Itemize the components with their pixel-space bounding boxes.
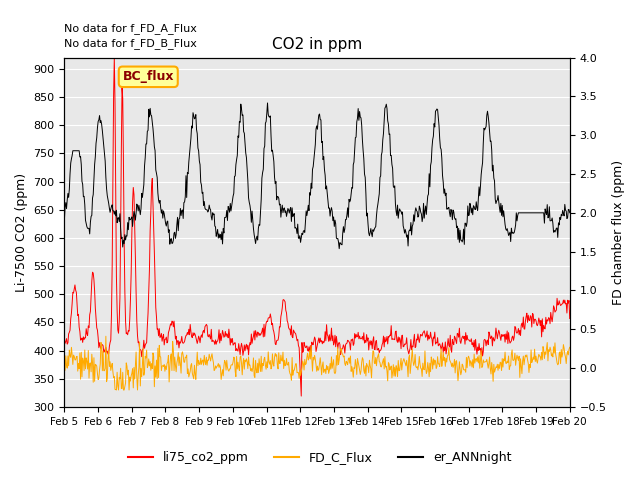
li75_co2_ppm bbox=[122, 331, 130, 336]
er_ANNnight bbox=[200, 203, 207, 208]
Text: No data for f_FD_A_Flux: No data for f_FD_A_Flux bbox=[65, 23, 197, 34]
er_ANNnight bbox=[122, 237, 129, 243]
FD_C_Flux bbox=[113, 387, 120, 393]
Text: BC_flux: BC_flux bbox=[122, 70, 174, 84]
er_ANNnight bbox=[173, 222, 180, 228]
Text: No data for f_FD_B_Flux: No data for f_FD_B_Flux bbox=[65, 38, 197, 49]
li75_co2_ppm bbox=[200, 330, 208, 336]
FD_C_Flux bbox=[394, 358, 402, 363]
er_ANNnight bbox=[61, 217, 68, 223]
Line: li75_co2_ppm: li75_co2_ppm bbox=[65, 58, 570, 396]
er_ANNnight bbox=[566, 210, 573, 216]
Title: CO2 in ppm: CO2 in ppm bbox=[272, 37, 362, 52]
Line: FD_C_Flux: FD_C_Flux bbox=[65, 336, 570, 390]
li75_co2_ppm bbox=[298, 393, 305, 399]
er_ANNnight bbox=[70, 148, 77, 154]
Y-axis label: FD chamber flux (ppm): FD chamber flux (ppm) bbox=[612, 160, 625, 305]
FD_C_Flux bbox=[70, 352, 77, 358]
Line: er_ANNnight: er_ANNnight bbox=[65, 103, 570, 249]
li75_co2_ppm bbox=[61, 337, 68, 343]
FD_C_Flux bbox=[175, 349, 182, 355]
li75_co2_ppm bbox=[380, 333, 387, 339]
FD_C_Flux bbox=[566, 345, 573, 350]
li75_co2_ppm bbox=[566, 316, 573, 322]
FD_C_Flux bbox=[102, 334, 109, 339]
li75_co2_ppm bbox=[111, 55, 118, 60]
FD_C_Flux bbox=[380, 356, 387, 361]
Y-axis label: Li-7500 CO2 (ppm): Li-7500 CO2 (ppm) bbox=[15, 173, 28, 292]
FD_C_Flux bbox=[61, 352, 68, 358]
li75_co2_ppm bbox=[173, 338, 181, 344]
er_ANNnight bbox=[380, 131, 387, 136]
Legend: li75_co2_ppm, FD_C_Flux, er_ANNnight: li75_co2_ppm, FD_C_Flux, er_ANNnight bbox=[124, 446, 516, 469]
FD_C_Flux bbox=[123, 363, 131, 369]
li75_co2_ppm bbox=[394, 334, 402, 340]
er_ANNnight bbox=[335, 246, 343, 252]
li75_co2_ppm bbox=[70, 290, 77, 296]
er_ANNnight bbox=[264, 100, 271, 106]
FD_C_Flux bbox=[201, 359, 209, 364]
er_ANNnight bbox=[394, 216, 402, 221]
